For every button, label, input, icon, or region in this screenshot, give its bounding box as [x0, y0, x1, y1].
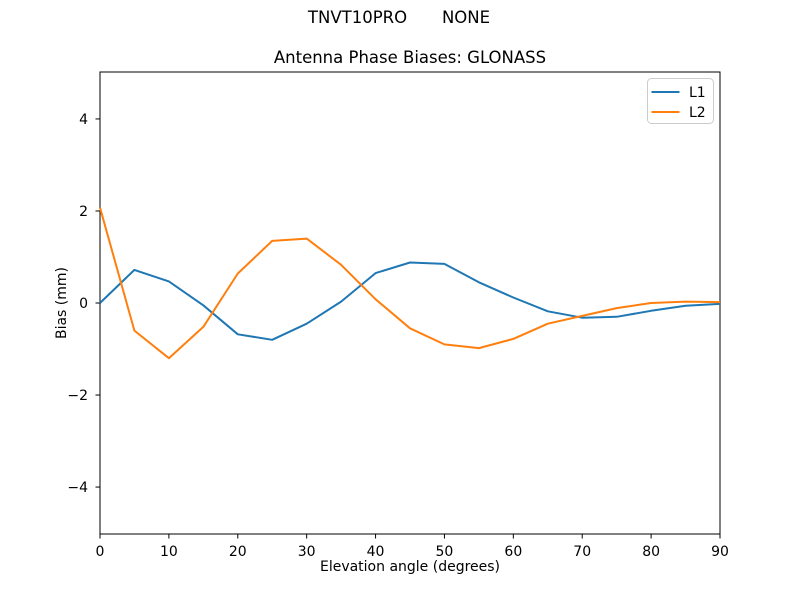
y-tick-label: 2: [79, 204, 88, 220]
x-tick-label: 60: [504, 544, 522, 560]
x-tick-label: 80: [642, 544, 660, 560]
y-tick-label: −2: [67, 388, 88, 404]
x-tick-label: 40: [367, 544, 385, 560]
x-axis-label: Elevation angle (degrees): [320, 559, 500, 575]
x-tick-label: 10: [160, 544, 178, 560]
y-tick-label: −4: [67, 480, 88, 496]
plot-frame: [99, 71, 721, 535]
series-line-L1: [99, 261, 721, 341]
legend-label-l2: L2: [689, 105, 706, 121]
y-axis: −4 −2 0 2 4: [67, 112, 100, 496]
y-tick-label: 0: [79, 296, 88, 312]
x-tick-label: 0: [96, 544, 105, 560]
series-lines: [99, 207, 721, 360]
x-tick-label: 20: [229, 544, 247, 560]
series-line-L2: [99, 207, 721, 360]
y-axis-label: Bias (mm): [54, 267, 70, 339]
legend: L1 L2: [647, 78, 714, 124]
chart-title: Antenna Phase Biases: GLONASS: [274, 48, 546, 67]
x-tick-label: 90: [711, 544, 729, 560]
legend-label-l1: L1: [689, 85, 706, 101]
x-tick-label: 50: [436, 544, 454, 560]
figure-suptitle-left: TNVT10PRO: [307, 8, 407, 27]
x-axis: 0 10 20 30 40 50 60 70 80 90: [96, 534, 729, 560]
figure-suptitle-right: NONE: [442, 8, 490, 27]
x-tick-label: 70: [573, 544, 591, 560]
y-tick-label: 4: [79, 112, 88, 128]
x-tick-label: 30: [298, 544, 316, 560]
